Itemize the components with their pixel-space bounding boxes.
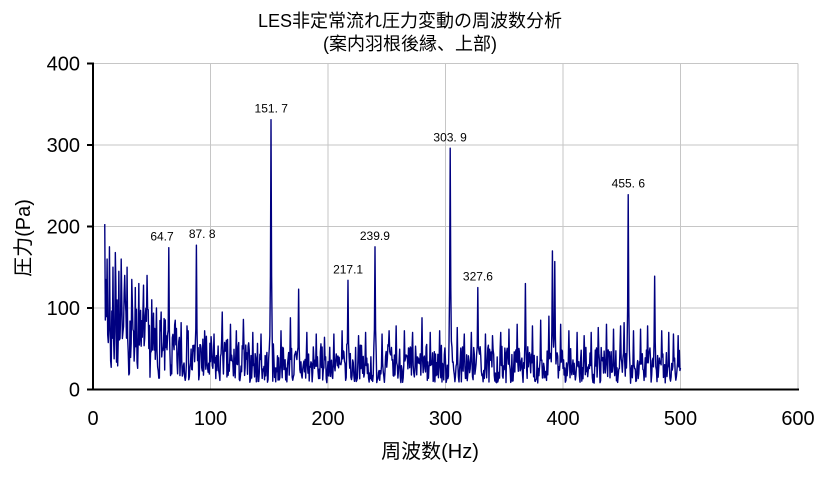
peak-value-label: 217.1 [333,262,363,276]
peak-value-label: 455. 6 [612,177,646,191]
peak-value-label: 87. 8 [189,227,216,241]
x-tick-labels: 0 100 200 300 400 500 600 [87,408,814,430]
x-tick-label: 600 [781,408,814,430]
x-tick-label: 200 [311,408,344,430]
axes [87,62,799,391]
y-tick-label: 300 [47,135,80,157]
spectrum-line [104,119,682,384]
peak-value-label: 303. 9 [433,130,467,144]
gridlines [93,63,799,390]
y-tick-label: 100 [47,298,80,320]
chart-subtitle: (案内羽根後縁、上部) [323,34,497,54]
x-axis-title: 周波数(Hz) [381,440,479,463]
chart-title: LES非定常流れ圧力変動の周波数分析 [258,11,562,31]
peak-value-label: 64.7 [150,230,174,244]
y-axis-title: 圧力(Pa) [12,199,35,277]
y-tick-label: 0 [69,380,80,402]
x-tick-label: 500 [664,408,697,430]
peak-value-label: 239.9 [360,229,390,243]
y-tick-label: 200 [47,217,80,239]
x-tick-label: 0 [87,408,98,430]
y-tick-labels: 0 100 200 300 400 [47,54,80,402]
y-tick-label: 400 [47,54,80,76]
x-tick-label: 100 [194,408,227,430]
spectrum-series [104,119,682,384]
x-tick-label: 400 [546,408,579,430]
peak-value-label: 151. 7 [255,102,289,116]
x-tick-label: 300 [429,408,462,430]
peak-value-label: 327.6 [463,270,493,284]
peak-labels: 64.7 87. 8 151. 7 217.1 239.9 303. 9 327.6 455.… [150,102,645,284]
